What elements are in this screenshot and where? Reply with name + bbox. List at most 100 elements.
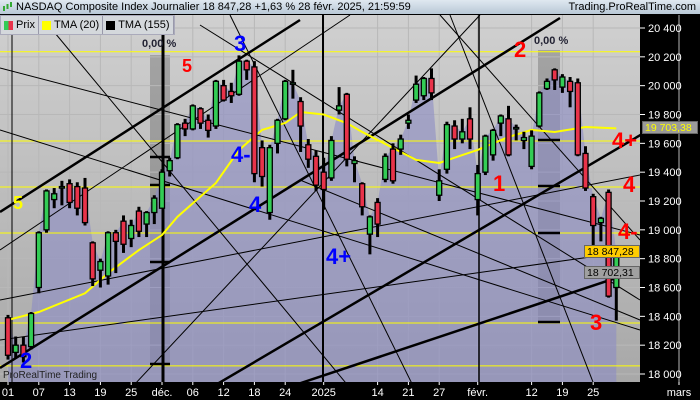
legend-item-tma-20[interactable]: TMA (20) (39, 16, 104, 34)
candle (351, 156, 358, 183)
candle (366, 215, 374, 255)
candlestick-icon (3, 2, 12, 11)
candle-body (520, 136, 528, 142)
candle-body (97, 260, 104, 271)
legend-label: TMA (155) (118, 19, 170, 31)
x-tick-label: déc. (152, 387, 173, 399)
candle (328, 136, 335, 181)
candle (289, 69, 297, 99)
candle (312, 150, 320, 191)
tma-155-value-badge: 18 702,31 (584, 266, 640, 279)
candle (536, 91, 543, 128)
candle-body (112, 232, 119, 243)
candle-body (359, 183, 366, 208)
candle-body (420, 77, 427, 97)
candle (43, 189, 50, 233)
candle-body (81, 187, 89, 224)
candle-body (443, 123, 451, 170)
candle (335, 87, 343, 115)
y-tick-label: 19 000 (648, 225, 682, 237)
candle-body (251, 66, 258, 175)
site-watermark: Trading.ProRealTime.com (568, 1, 696, 13)
candle (266, 144, 273, 220)
candle-body (89, 242, 96, 280)
candle (135, 206, 143, 238)
wave-label: 2 (20, 348, 33, 373)
candle-body (305, 144, 312, 160)
candle (543, 78, 551, 90)
trendline (449, 14, 601, 400)
bottom-axis-background (0, 382, 700, 400)
candle (459, 118, 466, 144)
trendline (249, 268, 641, 400)
candle-body (166, 159, 173, 172)
y-tick-label: 19 400 (648, 167, 682, 179)
candle (397, 134, 404, 155)
candle-body (497, 115, 504, 124)
candle (143, 211, 150, 238)
candle-body (566, 80, 574, 93)
candle (428, 68, 435, 101)
x-tick-label: 2025 (311, 387, 335, 399)
legend-label: Prix (16, 19, 35, 31)
candle-body (243, 60, 250, 71)
trendline (0, 18, 301, 214)
candle-body (551, 69, 558, 81)
candle-body (505, 118, 512, 156)
candle-body (582, 152, 589, 189)
x-tick-label: 18 (248, 387, 260, 399)
candle (89, 241, 96, 287)
wave-label: 2 (514, 37, 527, 62)
candle-body (574, 82, 581, 156)
candle-body (205, 119, 212, 132)
candle-body (389, 148, 397, 182)
candle-body (351, 159, 358, 165)
y-tick-label: 18 600 (648, 283, 682, 295)
x-tick-label: 13 (63, 387, 75, 399)
candle (181, 118, 189, 137)
candle-body (143, 211, 150, 225)
candle-body (335, 105, 343, 111)
candle (528, 130, 535, 170)
chart-title: NASDAQ Composite Index Journalier 18 847… (16, 1, 411, 13)
candle (220, 79, 227, 102)
candle-body (536, 92, 543, 127)
wave-label: 4- (231, 142, 251, 167)
trendline (0, 129, 641, 331)
candle-body (104, 232, 112, 277)
candle-body (258, 147, 266, 178)
candle (274, 118, 281, 154)
candle (104, 231, 112, 285)
candle (128, 219, 135, 248)
candle-body (320, 171, 327, 191)
brand-watermark: ProRealTime Trading (3, 370, 98, 381)
candle (505, 105, 512, 157)
candle (58, 180, 66, 206)
candle (166, 157, 173, 177)
candle-body (120, 220, 127, 245)
candle (174, 123, 181, 160)
candle-body (489, 129, 497, 156)
candle (66, 179, 73, 209)
candle (243, 59, 250, 80)
candle (212, 79, 220, 129)
wave-label: 4+ (612, 128, 638, 153)
candle (151, 195, 158, 225)
y-tick-label: 20 200 (648, 52, 682, 64)
candle (513, 124, 520, 141)
candle (582, 146, 589, 191)
chart-header: NASDAQ Composite Index Journalier 18 847… (0, 0, 700, 14)
legend-item-prix[interactable]: Prix (1, 16, 39, 34)
x-tick-label: 19 (94, 387, 106, 399)
x-tick-label: 07 (33, 387, 45, 399)
candle-body (482, 135, 489, 173)
candle-body (528, 135, 535, 168)
candle-body (27, 312, 35, 348)
candle (120, 215, 127, 253)
candle (590, 193, 597, 253)
legend-item-tma-155[interactable]: TMA (155) (103, 16, 174, 34)
candle (189, 104, 196, 131)
percent-label: 0,00 % (534, 35, 569, 47)
wave-label: 5 (13, 193, 24, 213)
